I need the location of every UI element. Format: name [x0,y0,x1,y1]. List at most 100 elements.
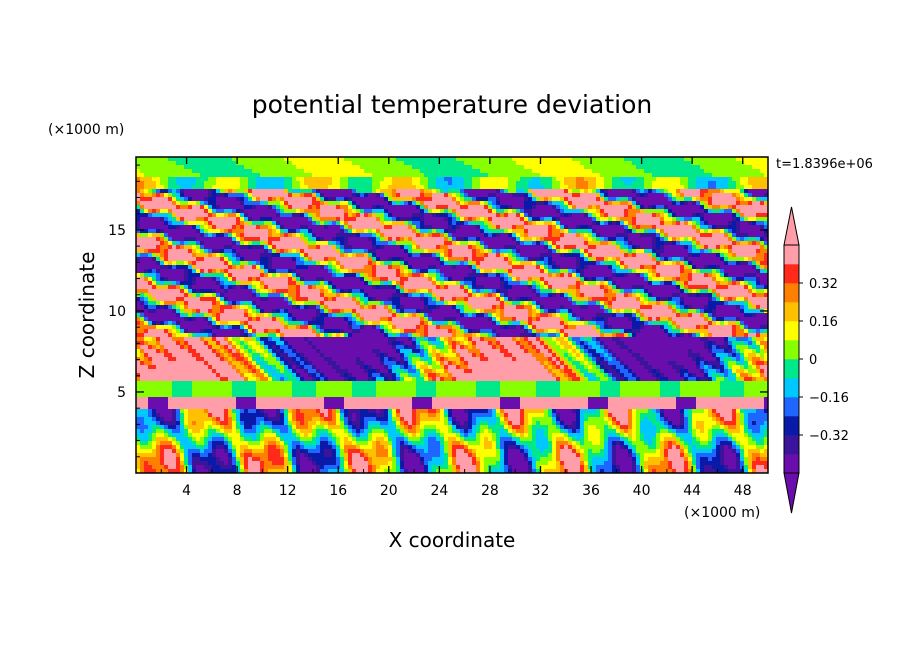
field-cell [204,257,209,262]
field-cell [436,189,441,194]
field-cell [248,273,253,278]
field-cell [564,221,569,226]
field-cell [692,249,697,254]
field-cell [704,165,709,170]
field-cell [516,237,521,242]
field-cell [420,185,425,190]
field-cell [136,265,141,270]
field-cell [276,253,281,258]
field-cell [428,217,433,222]
field-cell [300,225,305,230]
field-cell [380,233,385,238]
field-cell [372,229,377,234]
field-cell [272,257,277,262]
field-cell [404,217,409,222]
field-cell [688,253,693,258]
field-cell [156,273,161,278]
field-cell [412,253,417,258]
field-cell [292,257,297,262]
field-cell [328,221,333,226]
field-cell [704,225,709,230]
field-cell [508,157,513,162]
field-cell [340,261,345,266]
field-cell [308,241,313,246]
field-cell [200,261,205,266]
field-cell [312,161,317,166]
field-cell [760,261,765,266]
field-cell [288,169,293,174]
field-cell [572,233,577,238]
field-cell [204,277,209,282]
field-cell [716,241,721,246]
field-cell [400,185,405,190]
field-cell [736,261,741,266]
field-cell [156,281,161,286]
field-cell [228,157,233,162]
field-cell [588,181,593,186]
field-cell [272,241,277,246]
field-cell [284,273,289,278]
field-cell [568,185,573,190]
field-cell [564,213,569,218]
field-cell [756,265,761,270]
field-cell [332,157,337,162]
field-cell [288,241,293,246]
field-cell [244,257,249,262]
field-cell [536,205,541,210]
field-cell [596,245,601,250]
field-cell [196,225,201,230]
field-cell [204,205,209,210]
field-cell [308,169,313,174]
field-cell [440,169,445,174]
field-cell [520,193,525,198]
field-cell [544,245,549,250]
field-cell [332,257,337,262]
field-cell [408,253,413,258]
field-cell [396,209,401,214]
field-cell [640,205,645,210]
field-cell [528,241,533,246]
field-cell [764,189,768,194]
field-cell [280,253,285,258]
field-cell [216,245,221,250]
field-cell [624,201,629,206]
field-cell [680,169,685,174]
field-cell [152,213,157,218]
field-cell [452,229,457,234]
field-cell [592,165,597,170]
field-cell [568,181,573,186]
field-cell [544,205,549,210]
field-cell [688,157,693,162]
field-cell [280,233,285,238]
field-cell [496,245,501,250]
field-cell [648,253,653,258]
field-cell [236,201,241,206]
field-cell [760,189,765,194]
field-cell [460,157,465,162]
field-cell [440,241,445,246]
field-cell [372,201,377,206]
field-cell [248,249,253,254]
field-cell [156,277,161,282]
field-cell [580,209,585,214]
field-cell [408,281,413,286]
field-cell [216,249,221,254]
field-cell [240,261,245,266]
field-cell [328,165,333,170]
field-cell [248,217,253,222]
field-cell [652,169,657,174]
field-cell [692,189,697,194]
field-cell [560,225,565,230]
field-cell [144,189,149,194]
field-cell [388,233,393,238]
field-cell [684,181,689,186]
field-cell [212,157,217,162]
field-cell [552,221,557,226]
field-cell [552,277,557,282]
field-cell [400,281,405,286]
field-cell [456,273,461,278]
field-cell [192,185,197,190]
field-cell [228,281,233,286]
field-cell [324,213,329,218]
field-cell [140,185,145,190]
